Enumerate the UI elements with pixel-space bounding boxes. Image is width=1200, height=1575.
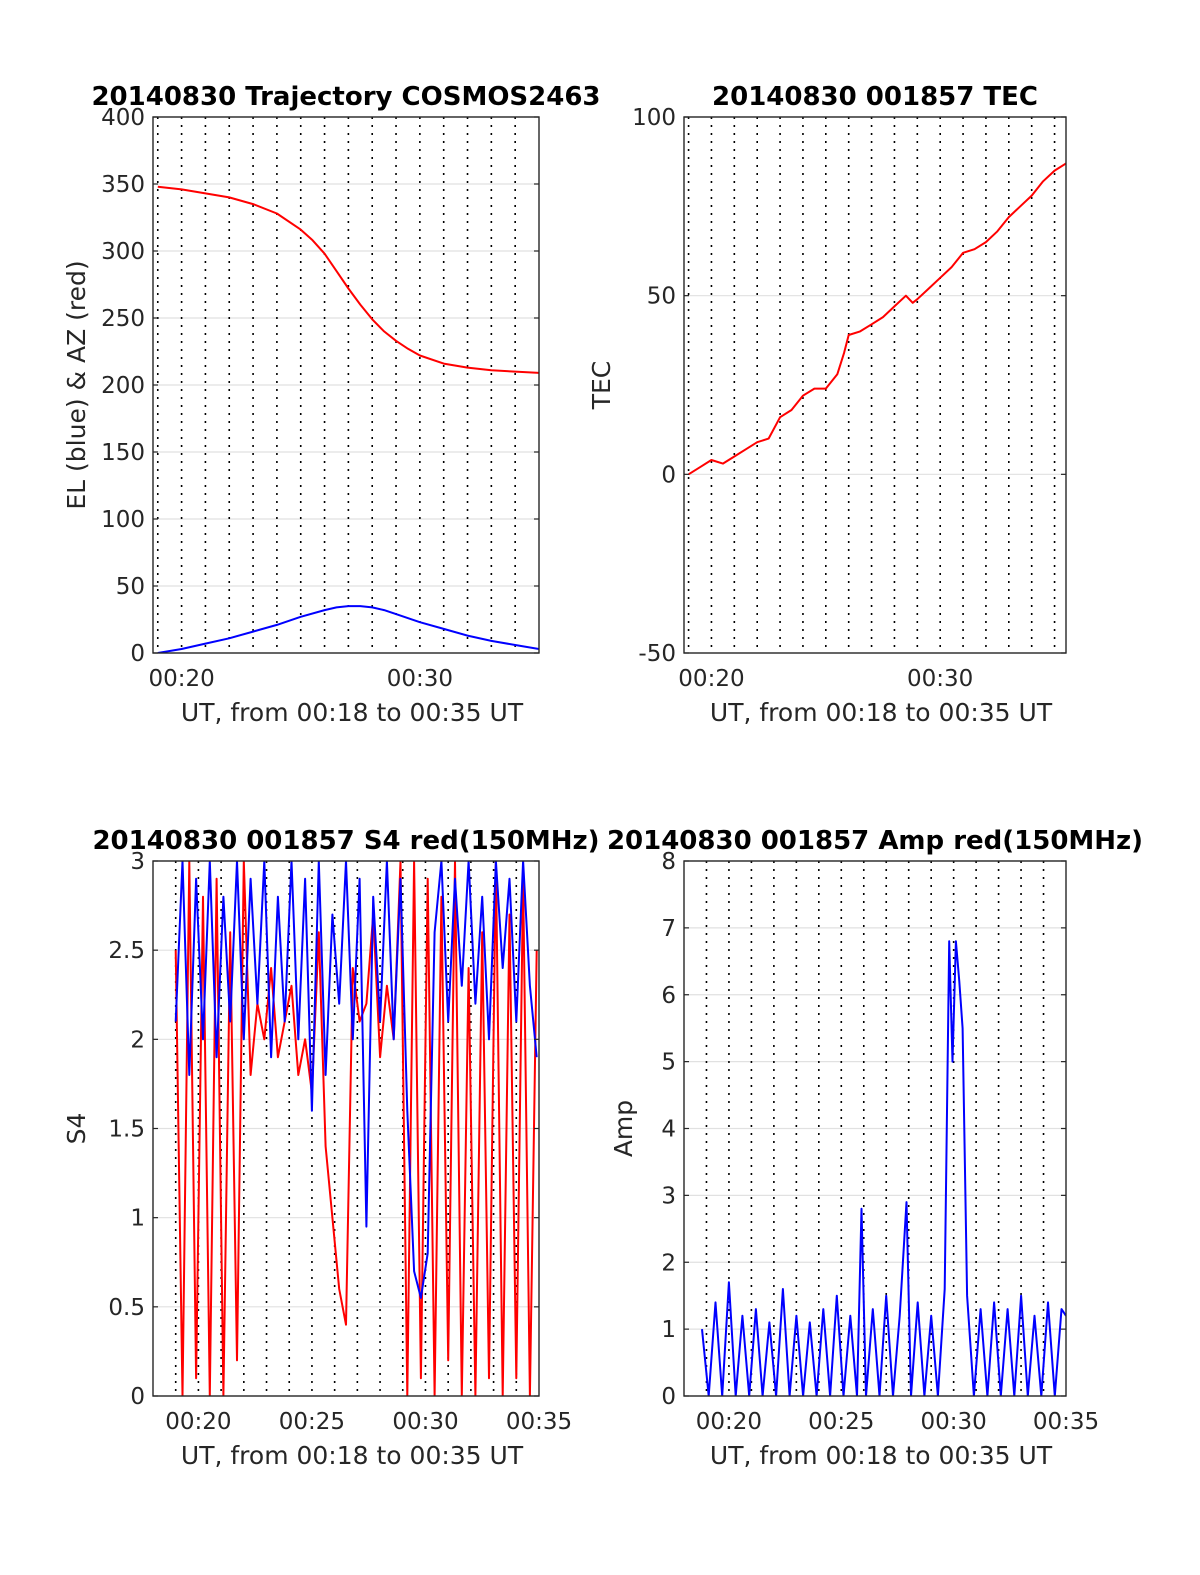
y-axis-label: S4 [62,1113,91,1145]
y-tick-label: 100 [101,507,145,533]
y-tick-label: 2.5 [108,938,145,964]
chart-panel-1: 0 50 100 150 200 250 300 350 400 00:20 00:30 201408… [62,82,601,727]
x-tick-label: 00:35 [1033,1409,1099,1435]
y-axis-label: TEC [587,361,616,411]
y-tick-label: 1 [661,1317,676,1343]
x-tick-label: 00:20 [165,1409,231,1435]
x-minute-gridlines [687,117,1056,653]
y-tick-label: 350 [101,172,145,198]
y-tick-label: 0 [661,462,676,488]
x-tick-label: 00:30 [907,666,973,692]
y-tick-label: 150 [101,440,145,466]
chart-title: 20140830 Trajectory COSMOS2463 [91,82,600,112]
y-tick-label: 400 [101,105,145,131]
y-tick-label: 7 [661,916,676,942]
x-axis-label: UT, from 00:18 to 00:35 UT [181,1441,524,1470]
axes-box [683,116,1067,654]
x-tick-label: 00:35 [506,1409,572,1435]
y-tick-label: 200 [101,373,145,399]
series-line-1 [688,162,1066,476]
y-tick-label: 0 [130,641,145,667]
series-line-1 [157,185,539,374]
x-tick-label: 00:20 [148,666,214,692]
y-axis-label: EL (blue) & AZ (red) [62,260,91,509]
chart-panel-4: 0 1 2 3 4 5 6 7 8 00:20 00:25 00:30 00:35 20140830 00… [607,826,1143,1470]
x-tick-label: 00:25 [279,1409,345,1435]
chart-title: 20140830 001857 Amp red(150MHz) [607,826,1143,856]
y-tick-label: 50 [647,284,676,310]
y-tick-label: 8 [661,849,676,875]
x-tick-label: 00:20 [678,666,744,692]
y-axis-label: Amp [609,1100,638,1157]
y-tick-label: -50 [638,641,676,667]
chart-title: 20140830 001857 S4 red(150MHz) [92,826,599,856]
y-tick-label: 250 [101,306,145,332]
series-line-2 [157,605,539,653]
y-tick-label: 50 [116,574,145,600]
y-tick-label: 5 [661,1050,676,1076]
x-tick-label: 00:25 [808,1409,874,1435]
y-tick-label: 0 [661,1384,676,1410]
y-tick-label: 3 [130,849,145,875]
y-tick-label: 1.5 [108,1117,145,1143]
x-tick-label: 00:20 [696,1409,762,1435]
chart-panel-3: 0 0.5 1 1.5 2 2.5 3 00:20 00:25 00:30 00:35 2014083… [62,826,600,1470]
x-tick-label: 00:30 [920,1409,986,1435]
y-tick-label: 3 [661,1183,676,1209]
y-tick-label: 100 [632,105,676,131]
x-tick-label: 00:30 [387,666,453,692]
x-minute-gridlines [156,117,516,653]
series-line-2 [174,861,538,1299]
series-line-1 [701,940,1066,1396]
y-tick-label: 2 [130,1027,145,1053]
chart-title: 20140830 001857 TEC [712,82,1038,112]
y-tick-label: 300 [101,239,145,265]
y-tick-label: 2 [661,1250,676,1276]
chart-panel-2: -50 0 50 100 00:20 00:30 20140830 001857 TEC UT… [587,82,1067,727]
x-axis-label: UT, from 00:18 to 00:35 UT [710,1441,1053,1470]
y-tick-label: 0 [130,1384,145,1410]
y-tick-label: 0.5 [108,1295,145,1321]
series-line-1 [174,861,538,1396]
x-minute-gridlines [705,861,1045,1396]
x-axis-label: UT, from 00:18 to 00:35 UT [710,698,1053,727]
x-tick-label: 00:30 [392,1409,458,1435]
y-tick-label: 1 [130,1206,145,1232]
x-axis-label: UT, from 00:18 to 00:35 UT [181,698,524,727]
y-tick-label: 6 [661,983,676,1009]
y-tick-label: 4 [661,1117,676,1143]
